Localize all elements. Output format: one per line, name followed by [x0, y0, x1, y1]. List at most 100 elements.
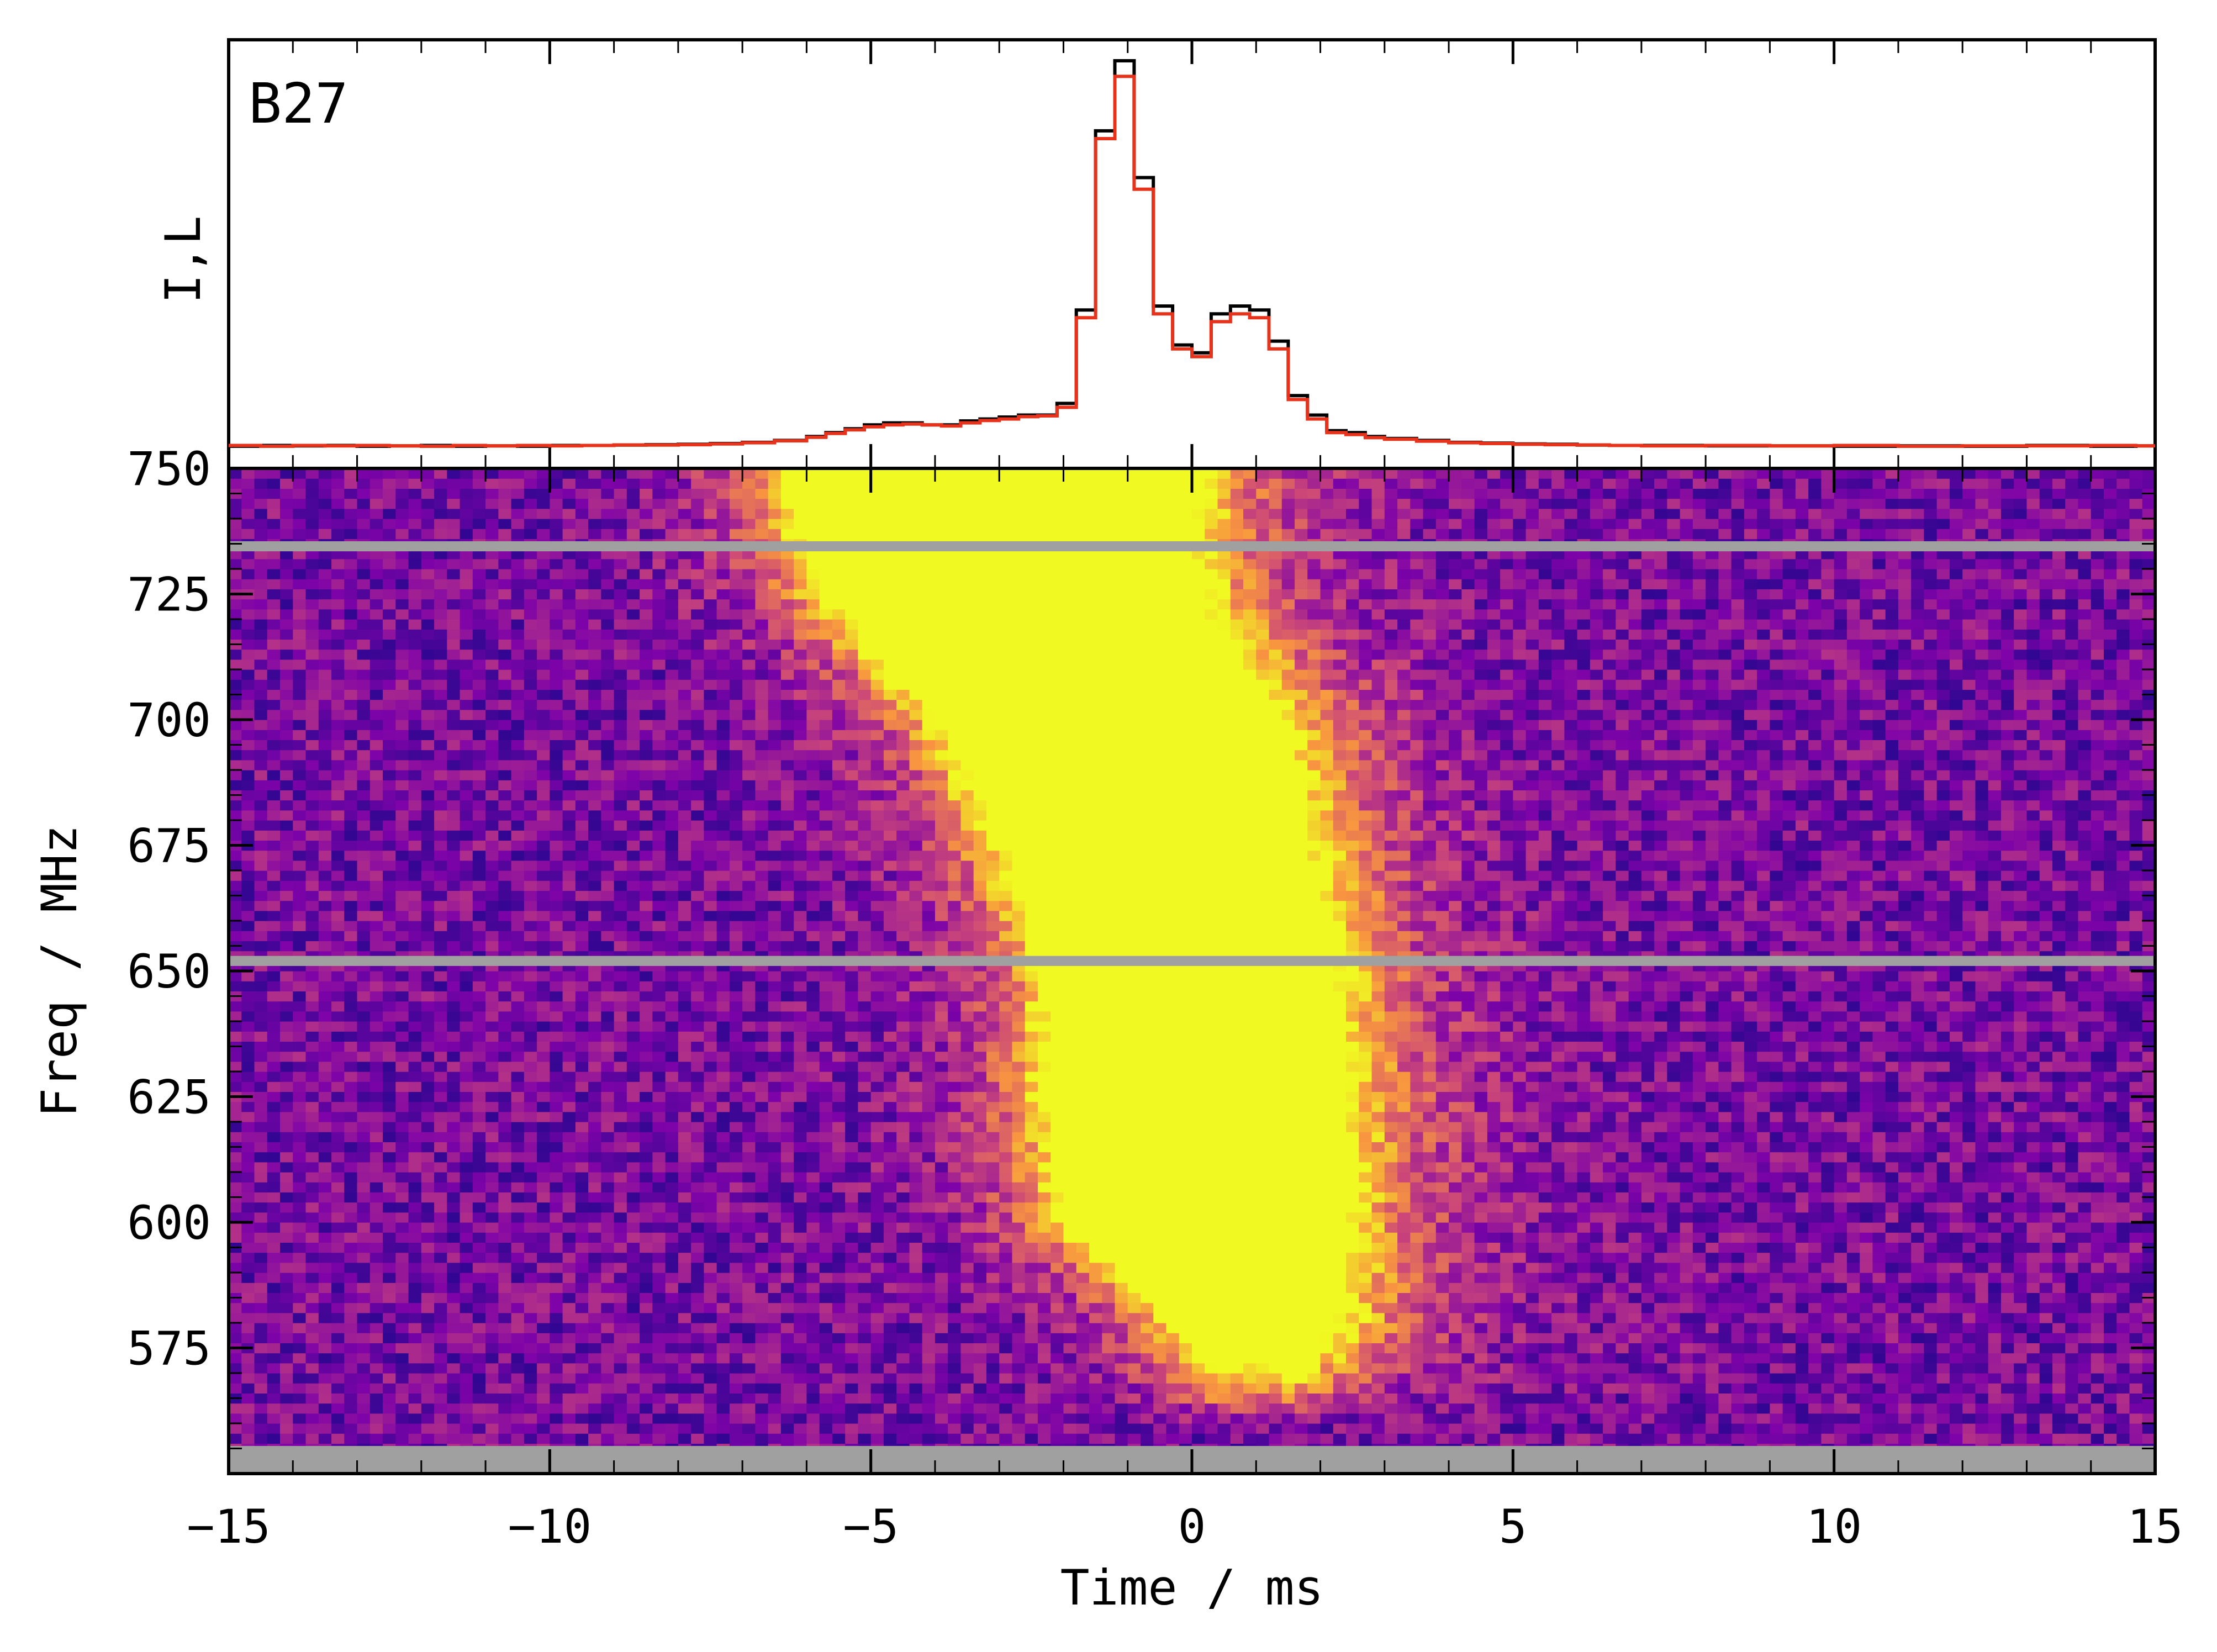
- heatmap-cell: [2052, 1393, 2066, 1404]
- heatmap-cell: [1834, 1152, 1847, 1163]
- heatmap-cell: [1307, 1232, 1321, 1243]
- heatmap-cell: [1706, 1353, 1719, 1364]
- heatmap-cell: [1487, 1152, 1501, 1163]
- heatmap-cell: [716, 1252, 730, 1263]
- heatmap-cell: [267, 1162, 281, 1173]
- heatmap-cell: [819, 1343, 833, 1354]
- heatmap-cell: [1051, 1292, 1064, 1303]
- heatmap-cell: [498, 1333, 512, 1343]
- heatmap-cell: [794, 1423, 807, 1434]
- heatmap-cell: [1936, 1323, 1950, 1333]
- heatmap-cell: [2052, 1192, 2066, 1203]
- heatmap-cell: [935, 1292, 948, 1303]
- heatmap-cell: [1641, 1302, 1655, 1313]
- heatmap-cell: [550, 1423, 563, 1434]
- heatmap-cell: [858, 1413, 872, 1424]
- heatmap-cell: [1962, 1403, 1976, 1414]
- heatmap-cell: [1166, 1222, 1180, 1233]
- heatmap-cell: [755, 1172, 769, 1183]
- heatmap-cell: [550, 1333, 563, 1343]
- heatmap-cell: [1770, 1142, 1783, 1153]
- heatmap-cell: [562, 1242, 576, 1253]
- heatmap-cell: [241, 1182, 255, 1192]
- heatmap-cell: [704, 1232, 717, 1243]
- heatmap-cell: [1731, 1302, 1745, 1313]
- heatmap-cell: [2116, 1353, 2130, 1364]
- heatmap-cell: [1975, 1172, 1989, 1183]
- heatmap-cell: [1012, 1212, 1026, 1223]
- heatmap-cell: [2000, 1172, 2014, 1183]
- heatmap-cell: [1590, 1202, 1603, 1213]
- heatmap-cell: [241, 1312, 255, 1323]
- heatmap-cell: [370, 1252, 383, 1263]
- heatmap-cell: [318, 1323, 332, 1333]
- heatmap-cell: [780, 1232, 794, 1243]
- heatmap-cell: [1487, 1192, 1501, 1203]
- heatmap-cell: [1718, 1172, 1732, 1183]
- heatmap-cell: [408, 1393, 422, 1404]
- heatmap-cell: [1012, 1363, 1026, 1374]
- heatmap-cell: [1063, 1353, 1077, 1364]
- heatmap-cell: [1230, 1202, 1244, 1213]
- heatmap-cell: [716, 1162, 730, 1173]
- heatmap-cell: [1487, 1373, 1501, 1384]
- heatmap-cell: [1628, 1333, 1642, 1343]
- heatmap-cell: [1936, 1413, 1950, 1424]
- heatmap-cell: [1513, 1333, 1527, 1343]
- heatmap-cell: [1320, 1383, 1334, 1394]
- heatmap-cell: [1256, 1433, 1270, 1444]
- heatmap-cell: [2103, 1292, 2117, 1303]
- heatmap-cell: [1975, 1333, 1989, 1343]
- heatmap-cell: [280, 1373, 293, 1384]
- heatmap-cell: [1371, 1172, 1385, 1183]
- heatmap-cell: [1744, 1423, 1757, 1434]
- heatmap-cell: [1281, 1273, 1295, 1283]
- heatmap-cell: [357, 1192, 371, 1203]
- heatmap-cell: [1384, 1232, 1398, 1243]
- heatmap-cell: [909, 1152, 923, 1163]
- heatmap-cell: [1564, 1323, 1578, 1333]
- heatmap-cell: [1616, 1162, 1629, 1173]
- heatmap-cell: [1230, 1363, 1244, 1374]
- heatmap-cell: [1808, 1353, 1822, 1364]
- heatmap-cell: [1307, 1152, 1321, 1163]
- heatmap-cell: [1692, 1383, 1706, 1394]
- heatmap-cell: [357, 1242, 371, 1253]
- heatmap-cell: [1217, 1212, 1231, 1223]
- heatmap-cell: [550, 1182, 563, 1192]
- heatmap-cell: [1808, 1323, 1822, 1333]
- heatmap-cell: [1667, 1363, 1681, 1374]
- heatmap-cell: [2000, 1162, 2014, 1173]
- heatmap-cell: [421, 1373, 435, 1384]
- heatmap-cell: [626, 1202, 640, 1213]
- heatmap-cell: [1731, 1212, 1745, 1223]
- heatmap-cell: [550, 1142, 563, 1153]
- heatmap-cell: [704, 1353, 717, 1364]
- heatmap-cell: [1333, 1363, 1347, 1374]
- heatmap-cell: [1269, 1363, 1282, 1374]
- heatmap-cell: [1590, 1333, 1603, 1343]
- heatmap-cell: [780, 1273, 794, 1283]
- heatmap-cell: [1397, 1273, 1411, 1283]
- heatmap-cell: [1641, 1212, 1655, 1223]
- heatmap-cell: [1988, 1172, 2002, 1183]
- heatmap-cell: [1667, 1162, 1681, 1173]
- heatmap-cell: [780, 1262, 794, 1273]
- heatmap-cell: [562, 1373, 576, 1384]
- heatmap-cell: [1949, 1152, 1963, 1163]
- heatmap-cell: [1731, 1312, 1745, 1323]
- heatmap-cell: [1590, 1282, 1603, 1293]
- heatmap-cell: [1885, 1242, 1899, 1253]
- heatmap-cell: [909, 1202, 923, 1213]
- heatmap-cell: [1975, 1433, 1989, 1444]
- heatmap-cell: [370, 1393, 383, 1404]
- heatmap-cell: [973, 1333, 987, 1343]
- heatmap-cell: [1538, 1333, 1552, 1343]
- heatmap-cell: [626, 1413, 640, 1424]
- heatmap-cell: [870, 1252, 884, 1263]
- heatmap-cell: [395, 1302, 409, 1313]
- heatmap-cell: [1757, 1343, 1770, 1354]
- heatmap-cell: [1654, 1242, 1667, 1253]
- heatmap-cell: [1834, 1242, 1847, 1253]
- heatmap-cell: [1898, 1282, 1912, 1293]
